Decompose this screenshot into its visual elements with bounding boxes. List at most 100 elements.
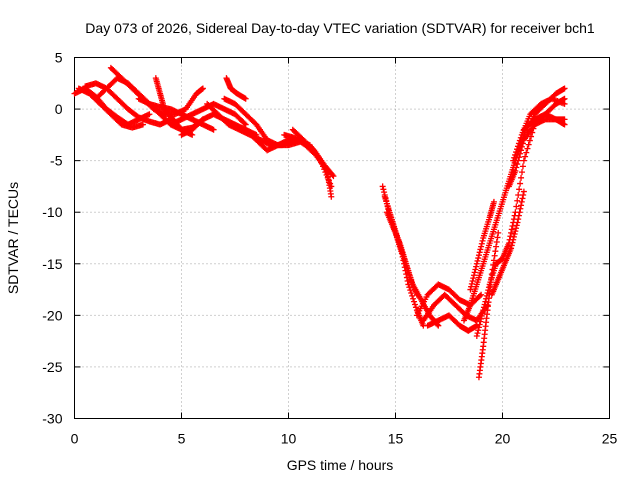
data-point	[328, 193, 335, 200]
data-point	[381, 189, 388, 196]
data-point	[475, 255, 482, 262]
data-point	[476, 249, 483, 256]
data-point	[494, 234, 501, 241]
data-point	[512, 167, 519, 174]
x-tick-label: 25	[602, 431, 618, 447]
data-point	[485, 284, 492, 291]
data-point	[210, 126, 217, 133]
data-point	[520, 192, 527, 199]
data-point	[477, 318, 484, 325]
data-point	[471, 269, 478, 276]
data-point	[478, 312, 485, 319]
data-point	[518, 174, 525, 181]
data-point	[478, 291, 485, 298]
data-point	[480, 304, 487, 311]
data-point	[518, 202, 525, 209]
data-point	[411, 301, 418, 308]
data-point	[475, 252, 482, 259]
data-point	[517, 150, 524, 157]
data-point	[561, 95, 568, 102]
data-point	[412, 304, 419, 311]
data-point	[379, 183, 386, 190]
data-point	[516, 186, 523, 193]
data-point	[513, 164, 520, 171]
data-point	[510, 233, 517, 240]
y-tick-label: 0	[55, 101, 63, 117]
data-point	[525, 141, 532, 148]
data-point	[329, 171, 336, 178]
data-point	[491, 252, 498, 259]
data-point	[475, 324, 482, 331]
plot-frame	[74, 57, 610, 419]
satellite-track	[424, 312, 480, 334]
data-point	[508, 242, 515, 249]
data-point	[242, 121, 249, 128]
data-point	[508, 226, 515, 233]
data-point	[520, 188, 527, 195]
satellite-track	[488, 188, 527, 298]
data-point	[478, 243, 485, 250]
satellite-track	[223, 75, 249, 102]
data-point	[495, 229, 502, 236]
data-point	[561, 116, 568, 123]
data-point	[477, 246, 484, 253]
data-point	[518, 169, 525, 176]
satellite-track	[75, 85, 146, 131]
data-point	[517, 205, 524, 212]
data-point	[515, 140, 522, 147]
y-tick-label: -20	[42, 307, 62, 323]
data-point	[199, 85, 206, 92]
data-point	[514, 146, 521, 153]
data-point	[469, 277, 476, 284]
data-point	[514, 143, 521, 150]
x-tick-label: 20	[495, 431, 511, 447]
data-point	[479, 237, 486, 244]
data-point	[470, 275, 477, 282]
data-point	[515, 212, 522, 219]
data-point	[411, 298, 418, 305]
data-point	[470, 272, 477, 279]
y-tick-label: -25	[42, 359, 62, 375]
data-point	[468, 280, 475, 287]
data-point	[512, 228, 519, 235]
data-point	[474, 330, 481, 337]
data-point	[561, 100, 568, 107]
data-point	[519, 195, 526, 202]
data-point	[516, 137, 523, 144]
data-point	[509, 239, 516, 246]
data-point	[467, 286, 474, 293]
data-point	[518, 147, 525, 154]
y-tick-label: -15	[42, 256, 62, 272]
data-point	[514, 197, 521, 204]
data-point	[481, 301, 488, 308]
satellite-track	[413, 281, 485, 319]
data-point	[413, 291, 420, 298]
data-point	[517, 180, 524, 187]
data-point	[189, 131, 196, 138]
data-point	[518, 198, 525, 205]
data-point	[473, 332, 480, 339]
data-point	[493, 243, 500, 250]
data-point	[490, 257, 497, 264]
data-point	[479, 310, 486, 317]
data-point	[526, 137, 533, 144]
data-point	[474, 257, 481, 264]
data-point	[478, 240, 485, 247]
satellite-track	[467, 198, 497, 293]
data-point	[514, 219, 521, 226]
data-point	[492, 248, 499, 255]
satellite-track	[420, 291, 491, 324]
data-point	[508, 245, 515, 252]
data-point	[409, 292, 416, 299]
data-point	[561, 85, 568, 92]
data-point	[524, 145, 531, 152]
data-point	[523, 149, 530, 156]
data-point	[146, 111, 153, 118]
data-point	[493, 239, 500, 246]
data-point	[473, 263, 480, 270]
data-point	[510, 236, 517, 243]
data-point	[483, 292, 490, 299]
satellite-track	[289, 126, 337, 180]
data-point	[513, 203, 520, 210]
